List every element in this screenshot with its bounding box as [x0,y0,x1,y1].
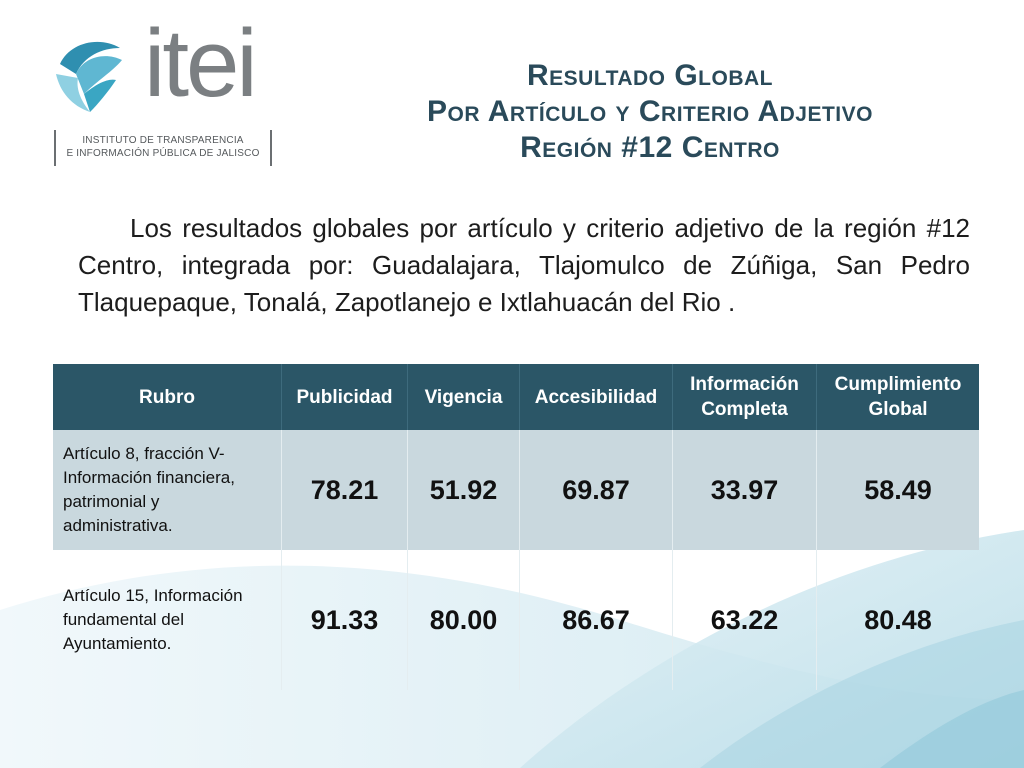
cell-vigencia: 51.92 [408,430,520,550]
cell-informacion-completa: 63.22 [673,550,817,690]
cell-cumplimiento-global: 80.48 [864,604,932,635]
header-rubro: Rubro [53,364,282,430]
cell-cumplimiento-global: 58.49 [864,474,932,505]
slide-title: Resultado Global Por Artículo y Criterio… [330,58,970,166]
cell-informacion-completa: 33.97 [673,430,817,550]
row-label: Artículo 15, Información fundamental del… [53,550,282,690]
table-row: Artículo 8, fracción V- Información fina… [53,430,979,550]
itei-subtitle-line2: E INFORMACIÓN PÚBLICA DE JALISCO [66,148,260,159]
header-cumplimiento-global: Cumplimiento Global [834,374,962,420]
row-label: Artículo 8, fracción V- Información fina… [53,430,282,550]
title-line-1: Resultado Global [526,59,774,92]
table-header: Rubro Publicidad Vigencia Accesibilidad … [53,364,979,430]
itei-subtitle-line1: INSTITUTO DE TRANSPARENCIA [82,135,244,146]
title-line-3: Región #12 Centro [520,131,780,164]
results-table: Rubro Publicidad Vigencia Accesibilidad … [53,364,979,690]
title-line-2: Por Artículo y Criterio Adjetivo [427,95,873,128]
cell-accesibilidad: 69.87 [520,430,673,550]
cell-publicidad: 91.33 [282,550,408,690]
header-accesibilidad: Accesibilidad [520,364,673,430]
itei-logo-icon [56,41,122,112]
intro-paragraph: Los resultados globales por artículo y c… [78,213,970,317]
cell-vigencia: 80.00 [408,550,520,690]
header-publicidad: Publicidad [282,364,408,430]
header-informacion-completa: Información Completa [673,364,817,430]
table-row: Artículo 15, Información fundamental del… [53,550,979,690]
cell-publicidad: 78.21 [282,430,408,550]
itei-logo: itei INSTITUTO DE TRANSPARENCIA E INFORM… [50,16,290,170]
itei-subtitle: INSTITUTO DE TRANSPARENCIA E INFORMACIÓN… [54,130,272,166]
itei-wordmark: itei [144,10,258,117]
header-vigencia: Vigencia [408,364,520,430]
cell-accesibilidad: 86.67 [520,550,673,690]
